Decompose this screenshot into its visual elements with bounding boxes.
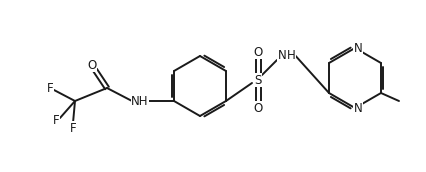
Text: N: N bbox=[278, 49, 286, 62]
Text: F: F bbox=[70, 121, 76, 135]
Text: S: S bbox=[254, 73, 262, 87]
Text: F: F bbox=[47, 82, 53, 94]
Text: O: O bbox=[253, 46, 262, 58]
Text: NH: NH bbox=[131, 94, 149, 108]
Text: O: O bbox=[253, 101, 262, 115]
Text: H: H bbox=[287, 49, 295, 62]
Text: F: F bbox=[53, 114, 59, 126]
Text: N: N bbox=[354, 101, 363, 115]
Text: O: O bbox=[87, 58, 97, 72]
Text: N: N bbox=[354, 41, 363, 55]
